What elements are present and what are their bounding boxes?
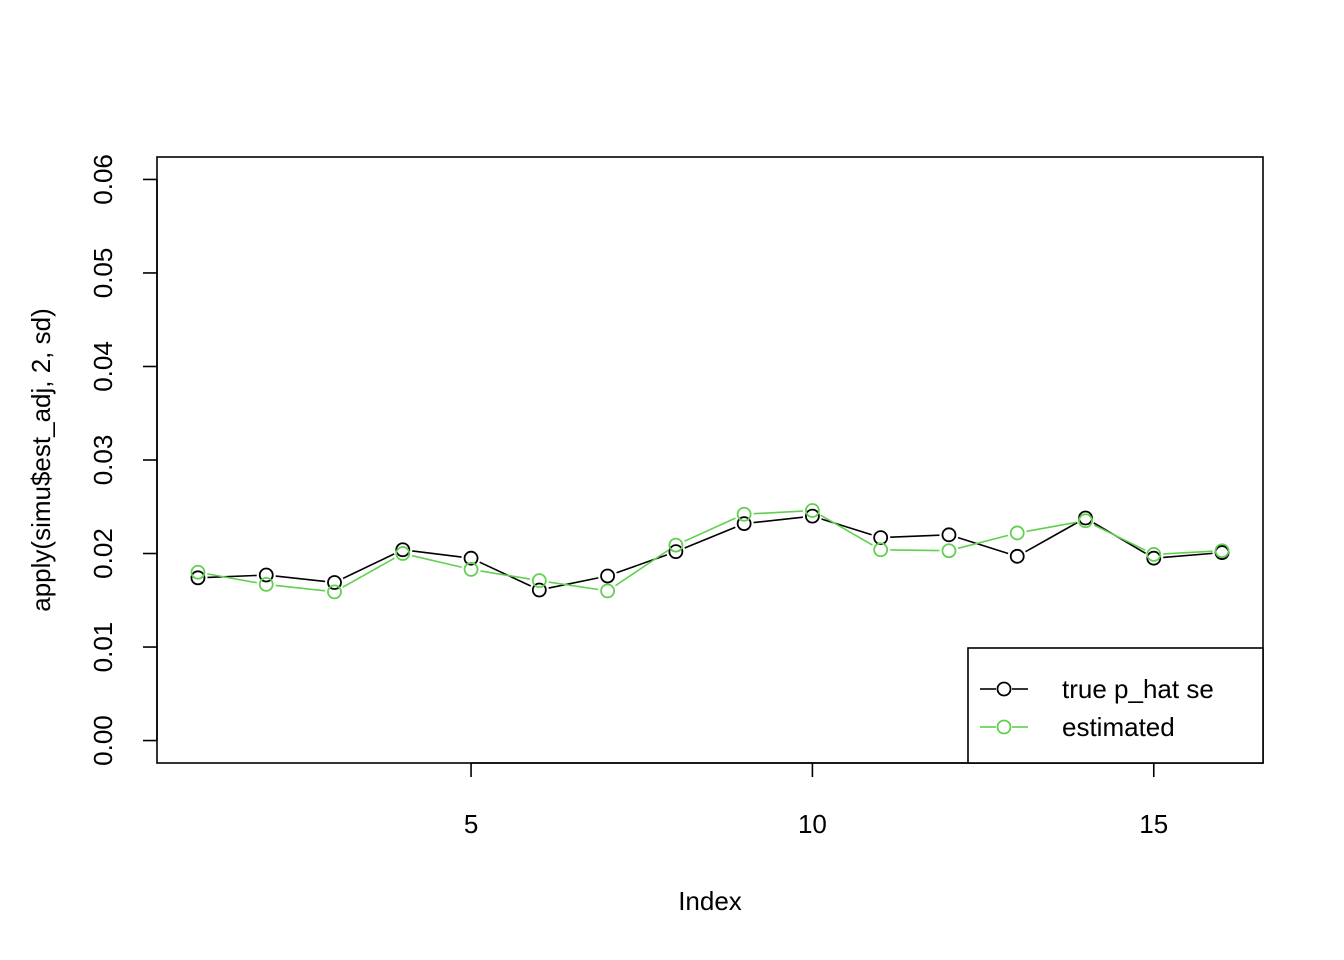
series-line-segment [1163, 550, 1213, 555]
legend-marker [996, 681, 1012, 697]
series-line-segment [820, 514, 873, 546]
legend-label: true p_hat se [1062, 674, 1214, 704]
legend-box [967, 647, 1264, 764]
series-estimated [190, 503, 1230, 600]
data-point [190, 564, 206, 580]
series-line-segment [821, 518, 872, 536]
legend: true p_hat se estimated [967, 647, 1264, 764]
series-line-segment [684, 526, 736, 549]
data-point [1078, 513, 1093, 529]
series-line-segment [342, 557, 395, 588]
series-line-segment [548, 577, 599, 589]
x-axis-title: Index [678, 886, 742, 916]
data-point [327, 575, 342, 590]
data-point [805, 503, 820, 518]
data-point [395, 542, 411, 558]
data-point [1146, 547, 1162, 562]
data-point [668, 544, 684, 560]
data-point [873, 542, 889, 558]
series-line-segment [342, 553, 395, 580]
series-line-segment [616, 554, 668, 574]
y-tick-label: 0.01 [88, 622, 118, 673]
data-point [736, 516, 752, 531]
legend-marker [996, 719, 1012, 735]
series-line-segment [957, 536, 1009, 555]
series-line-segment [1025, 521, 1078, 553]
series-line-segment [207, 573, 258, 584]
series-line-segment [753, 510, 803, 515]
series-line-segment [412, 550, 462, 558]
series-line-segment [275, 575, 326, 583]
legend-label: estimated [1062, 712, 1175, 742]
series-layer [190, 503, 1230, 600]
data-point [531, 582, 547, 598]
data-point [941, 527, 957, 543]
data-point [258, 576, 274, 592]
data-point [1146, 550, 1162, 566]
series-line-segment [890, 549, 940, 552]
data-point [258, 567, 274, 583]
y-axis-title: apply(simu$est_adj, 2, sd) [26, 308, 56, 611]
series-line-segment [1093, 524, 1146, 551]
y-tick-label: 0.03 [88, 435, 118, 486]
data-point [395, 546, 411, 561]
series-line-segment [684, 517, 736, 542]
y-tick-label: 0.05 [88, 248, 118, 299]
series-line-segment [957, 534, 1009, 550]
series-line-segment [1163, 552, 1213, 559]
data-point [805, 508, 820, 524]
data-point [463, 550, 479, 566]
data-point [190, 570, 206, 586]
data-point [463, 562, 479, 577]
series-line-segment [890, 534, 940, 539]
y-tick-label: 0.04 [88, 341, 118, 392]
series-line-segment [479, 561, 532, 587]
data-point [327, 584, 342, 600]
y-tick-label: 0.06 [88, 154, 118, 205]
series-line-segment [548, 581, 599, 591]
data-point [1009, 548, 1025, 564]
y-tick-label: 0.00 [88, 715, 118, 766]
data-point [600, 568, 615, 584]
data-point [1214, 543, 1230, 559]
series-line-segment [411, 554, 462, 569]
series-line-segment [275, 584, 326, 592]
y-axis: 0.00 0.01 0.02 0.03 0.04 0.05 0.06 [88, 154, 158, 766]
series-line-segment [753, 516, 804, 524]
series-line-segment [615, 549, 669, 587]
data-point [1009, 525, 1025, 541]
data-point [668, 537, 684, 553]
data-point [736, 506, 752, 522]
series-line-segment [480, 570, 531, 580]
x-tick-label: 15 [1139, 809, 1168, 839]
data-point [531, 573, 547, 589]
series-line-segment [207, 574, 257, 579]
data-point [941, 543, 957, 559]
y-tick-label: 0.02 [88, 528, 118, 579]
x-tick-label: 10 [798, 809, 827, 839]
series-line-segment [1026, 521, 1077, 533]
x-tick-label: 5 [464, 809, 478, 839]
data-point [600, 583, 615, 599]
